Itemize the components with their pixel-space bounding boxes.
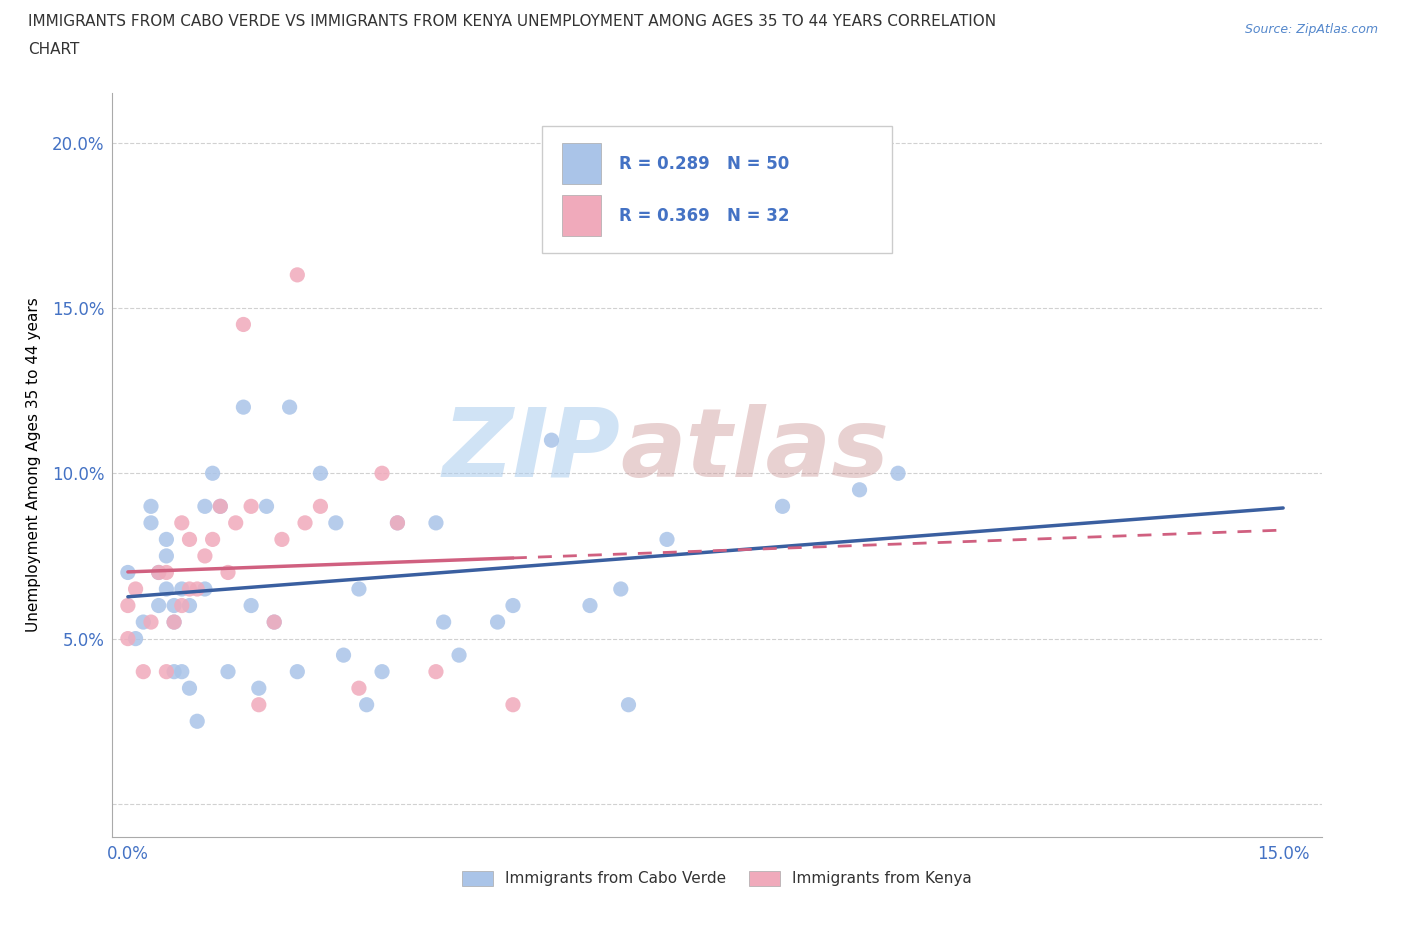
Point bbox=[486, 615, 509, 630]
Point bbox=[148, 598, 170, 613]
Point bbox=[148, 565, 170, 580]
Text: CHART: CHART bbox=[28, 42, 80, 57]
Point bbox=[132, 615, 155, 630]
Point bbox=[425, 664, 447, 679]
Legend: Immigrants from Cabo Verde, Immigrants from Kenya: Immigrants from Cabo Verde, Immigrants f… bbox=[457, 864, 977, 893]
Point bbox=[263, 615, 285, 630]
Point bbox=[117, 631, 139, 646]
Point bbox=[117, 598, 139, 613]
Point bbox=[263, 615, 285, 630]
Point bbox=[155, 581, 177, 596]
Point bbox=[285, 664, 308, 679]
Point bbox=[285, 268, 308, 283]
Point bbox=[124, 581, 146, 596]
Point bbox=[278, 400, 301, 415]
Point bbox=[201, 532, 224, 547]
Point bbox=[201, 466, 224, 481]
Point bbox=[217, 664, 239, 679]
Point bbox=[163, 598, 186, 613]
Point bbox=[579, 598, 602, 613]
Point bbox=[256, 498, 278, 513]
Point bbox=[186, 714, 208, 729]
Point bbox=[240, 598, 263, 613]
Point bbox=[170, 598, 193, 613]
Point bbox=[217, 565, 239, 580]
Point bbox=[117, 565, 139, 580]
Point bbox=[179, 532, 201, 547]
Text: Source: ZipAtlas.com: Source: ZipAtlas.com bbox=[1244, 23, 1378, 36]
Point bbox=[209, 498, 232, 513]
Point bbox=[247, 698, 270, 712]
Point bbox=[447, 647, 470, 662]
Point bbox=[186, 581, 208, 596]
Point bbox=[232, 317, 254, 332]
Text: ZIP: ZIP bbox=[443, 404, 620, 497]
Point bbox=[179, 598, 201, 613]
Point bbox=[309, 498, 332, 513]
Point bbox=[309, 466, 332, 481]
Point bbox=[155, 565, 177, 580]
Point bbox=[325, 515, 347, 530]
Point bbox=[294, 515, 316, 530]
Point bbox=[139, 515, 162, 530]
Point bbox=[387, 515, 409, 530]
Point bbox=[332, 647, 354, 662]
FancyBboxPatch shape bbox=[562, 195, 600, 236]
Point bbox=[209, 498, 232, 513]
Point bbox=[247, 681, 270, 696]
Point bbox=[163, 615, 186, 630]
Point bbox=[617, 698, 640, 712]
Point bbox=[170, 515, 193, 530]
Point bbox=[502, 698, 524, 712]
Point bbox=[225, 515, 247, 530]
Point bbox=[194, 581, 217, 596]
Point bbox=[356, 698, 378, 712]
Point bbox=[347, 581, 370, 596]
Point bbox=[163, 615, 186, 630]
Point bbox=[232, 400, 254, 415]
Point bbox=[124, 631, 146, 646]
Text: R = 0.289   N = 50: R = 0.289 N = 50 bbox=[619, 154, 789, 173]
Point bbox=[179, 581, 201, 596]
FancyBboxPatch shape bbox=[562, 143, 600, 184]
Point bbox=[347, 681, 370, 696]
Point bbox=[502, 598, 524, 613]
Text: atlas: atlas bbox=[620, 404, 890, 497]
Point bbox=[170, 581, 193, 596]
Point bbox=[148, 565, 170, 580]
Point bbox=[179, 681, 201, 696]
Point bbox=[240, 498, 263, 513]
Point bbox=[132, 664, 155, 679]
Y-axis label: Unemployment Among Ages 35 to 44 years: Unemployment Among Ages 35 to 44 years bbox=[25, 298, 41, 632]
Point bbox=[155, 664, 177, 679]
Point bbox=[163, 664, 186, 679]
Point bbox=[155, 532, 177, 547]
FancyBboxPatch shape bbox=[541, 126, 893, 253]
Point bbox=[194, 498, 217, 513]
Point bbox=[371, 664, 394, 679]
Point bbox=[170, 664, 193, 679]
Point bbox=[425, 515, 447, 530]
Point bbox=[139, 615, 162, 630]
Point bbox=[540, 432, 562, 447]
Point bbox=[371, 466, 394, 481]
Point bbox=[655, 532, 678, 547]
Point bbox=[848, 483, 870, 498]
Point bbox=[772, 498, 794, 513]
Point bbox=[271, 532, 294, 547]
Point bbox=[194, 549, 217, 564]
Point bbox=[139, 498, 162, 513]
Point bbox=[155, 549, 177, 564]
Point bbox=[610, 581, 633, 596]
Point bbox=[887, 466, 910, 481]
Text: IMMIGRANTS FROM CABO VERDE VS IMMIGRANTS FROM KENYA UNEMPLOYMENT AMONG AGES 35 T: IMMIGRANTS FROM CABO VERDE VS IMMIGRANTS… bbox=[28, 14, 997, 29]
Point bbox=[387, 515, 409, 530]
Text: R = 0.369   N = 32: R = 0.369 N = 32 bbox=[619, 206, 790, 225]
Point bbox=[433, 615, 456, 630]
